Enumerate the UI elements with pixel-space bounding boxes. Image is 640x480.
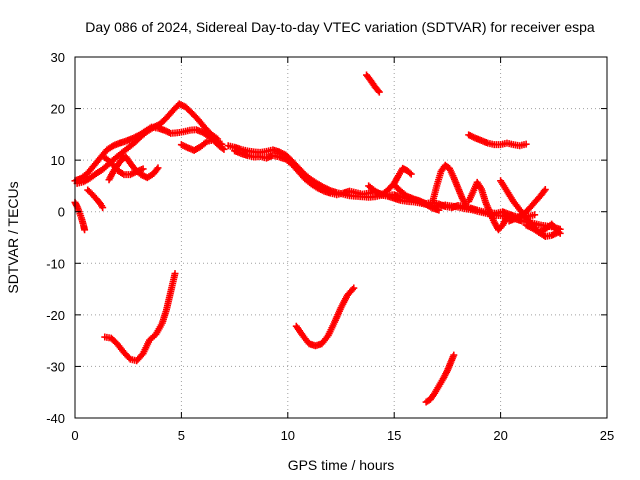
y-tick-label: -40 — [46, 411, 65, 426]
series-track-u — [522, 220, 564, 237]
data-point — [540, 187, 548, 195]
series-track-f — [105, 153, 162, 184]
series-track-n — [390, 181, 443, 214]
data-point — [219, 144, 227, 152]
series-track-j — [231, 147, 539, 221]
data-point — [450, 351, 458, 359]
series-track-b — [73, 100, 222, 187]
chart-title: Day 086 of 2024, Sidereal Day-to-day VTE… — [85, 19, 595, 35]
data-point — [81, 226, 89, 234]
series-track-l — [292, 284, 358, 350]
data-point — [406, 169, 414, 177]
data-point — [555, 228, 563, 236]
series-track-r — [465, 178, 511, 234]
x-tick-label: 0 — [71, 428, 78, 443]
y-tick-label: 20 — [51, 102, 65, 117]
data-point — [153, 165, 161, 173]
series-track-d — [84, 186, 107, 212]
data-point — [220, 145, 228, 153]
series-track-g — [101, 270, 179, 365]
series-track-q — [465, 131, 530, 150]
y-tick-label: -20 — [46, 308, 65, 323]
x-tick-label: 5 — [178, 428, 185, 443]
data-point — [350, 284, 358, 292]
data-point — [374, 87, 382, 95]
plot-area — [71, 71, 564, 406]
data-point — [154, 164, 162, 172]
y-tick-label: 0 — [58, 205, 65, 220]
series-track-p — [422, 351, 458, 406]
data-point — [541, 186, 549, 194]
x-tick-label: 20 — [493, 428, 507, 443]
y-axis: -40 -30 -20 -10 0 10 20 30 — [46, 50, 607, 426]
y-tick-label: 30 — [51, 50, 65, 65]
data-point — [407, 170, 415, 178]
x-axis: 0 5 10 15 20 25 — [71, 57, 614, 443]
x-tick-label: 25 — [600, 428, 614, 443]
y-tick-label: -10 — [46, 256, 65, 271]
data-point — [375, 88, 383, 96]
x-tick-label: 15 — [387, 428, 401, 443]
data-point — [463, 203, 471, 211]
x-axis-title: GPS time / hours — [288, 457, 395, 473]
data-point — [139, 165, 147, 173]
data-point — [522, 140, 530, 148]
data-point — [531, 211, 539, 219]
series-track-t — [505, 186, 549, 225]
series-track-k — [363, 71, 383, 96]
series-track-h — [177, 136, 228, 154]
y-axis-title: SDTVAR / TECUs — [5, 181, 21, 293]
data-point — [435, 206, 443, 214]
y-tick-label: 10 — [51, 153, 65, 168]
data-point — [556, 229, 564, 237]
data-point — [171, 270, 179, 278]
plot-frame — [74, 56, 608, 419]
data-point — [99, 204, 107, 212]
x-tick-label: 10 — [281, 428, 295, 443]
y-tick-label: -30 — [46, 359, 65, 374]
data-point — [348, 285, 356, 293]
data-point — [503, 213, 511, 221]
